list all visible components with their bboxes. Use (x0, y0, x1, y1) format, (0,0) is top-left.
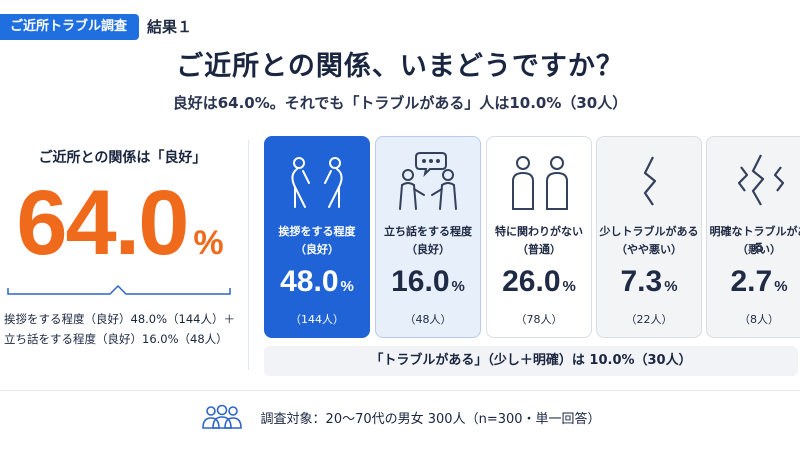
card-label: 挨拶をする程度 (278, 225, 356, 238)
bowing-people-icon (291, 157, 343, 208)
summary-unit: % (193, 224, 224, 262)
result-label: 結果１ (147, 18, 193, 36)
trouble-note: 「トラブルがある」（少し＋明確）は 10.0%（30人） (264, 346, 798, 376)
zigzag-icon (643, 156, 657, 206)
card-label: 明確なトラブルがある (709, 225, 800, 254)
card-value-number: 2.7 (730, 265, 773, 298)
card-value-unit: % (562, 278, 576, 295)
category-card: 少しトラブルがある （やや悪い） 7.3% （22人） (596, 136, 702, 338)
card-value-unit: % (664, 278, 678, 295)
card-count: （78人） (515, 313, 563, 326)
card-count: （22人） (625, 313, 673, 326)
card-value: 2.7% (707, 265, 800, 299)
card-sublabel: （普通） (517, 243, 561, 256)
card-count: （8人） (739, 313, 779, 326)
summary-note-line2: 立ち話をする程度（良好）16.0%（48人） (4, 332, 228, 346)
card-value-number: 7.3 (620, 265, 663, 298)
card-count: （48人） (404, 313, 452, 326)
survey-tag: ご近所トラブル調査 (0, 14, 140, 40)
card-sublabel: （良好） (295, 243, 339, 256)
card-value-number: 48.0 (280, 265, 339, 298)
card-sublabel: （やや悪い） (616, 243, 682, 256)
card-count: （144人） (290, 313, 344, 326)
people-group-icon (202, 404, 243, 429)
two-people-icon (512, 156, 568, 210)
card-value-unit: % (774, 278, 788, 295)
card-value: 7.3% (597, 265, 701, 299)
card-value-number: 16.0 (391, 265, 450, 298)
card-sublabel: （良好） (406, 243, 450, 256)
category-card: 挨拶をする程度 （良好） 48.0% （144人） (264, 136, 370, 338)
card-value: 26.0% (487, 265, 591, 299)
card-label: 立ち話をする程度 (384, 225, 472, 238)
chatting-people-icon (399, 152, 457, 210)
summary-value: 64.0 (16, 172, 189, 274)
category-card: 特に関わりがない （普通） 26.0% （78人） (486, 136, 592, 338)
card-value-unit: % (451, 278, 465, 295)
category-card: 立ち話をする程度 （良好） 16.0% （48人） (375, 136, 481, 338)
bracket-line (7, 284, 231, 295)
summary-label: ご近所との関係は「良好」 (38, 150, 207, 166)
footer: 調査対象：20〜70代の男女 300人（n=300・単一回答） (0, 404, 800, 434)
footer-divider (0, 390, 800, 391)
card-value: 16.0% (376, 265, 480, 299)
page-title: ご近所との関係、いまどうですか？ (176, 51, 624, 82)
summary-note: 挨拶をする程度（良好）48.0%（144人）＋ 立ち話をする程度（良好）16.0… (4, 309, 244, 349)
divider (248, 140, 249, 370)
card-label: 少しトラブルがある (599, 225, 699, 238)
card-value-number: 26.0 (502, 265, 561, 298)
footer-text: 調査対象：20〜70代の男女 300人（n=300・単一回答） (260, 411, 601, 427)
card-value-unit: % (340, 278, 354, 295)
summary-value-wrap: 64.0% (0, 168, 240, 278)
card-sublabel: （悪い） (737, 243, 781, 256)
card-value: 48.0% (265, 265, 369, 299)
card-label: 特に関わりがない (495, 225, 583, 238)
triple-zigzag-icon (737, 154, 785, 206)
category-card: 明確なトラブルがある （悪い） 2.7% （8人） (706, 136, 800, 338)
summary-note-line1: 挨拶をする程度（良好）48.0%（144人）＋ (4, 312, 235, 326)
page-subtitle: 良好は64.0%。それでも「トラブルがある」人は10.0%（30人） (172, 94, 628, 112)
